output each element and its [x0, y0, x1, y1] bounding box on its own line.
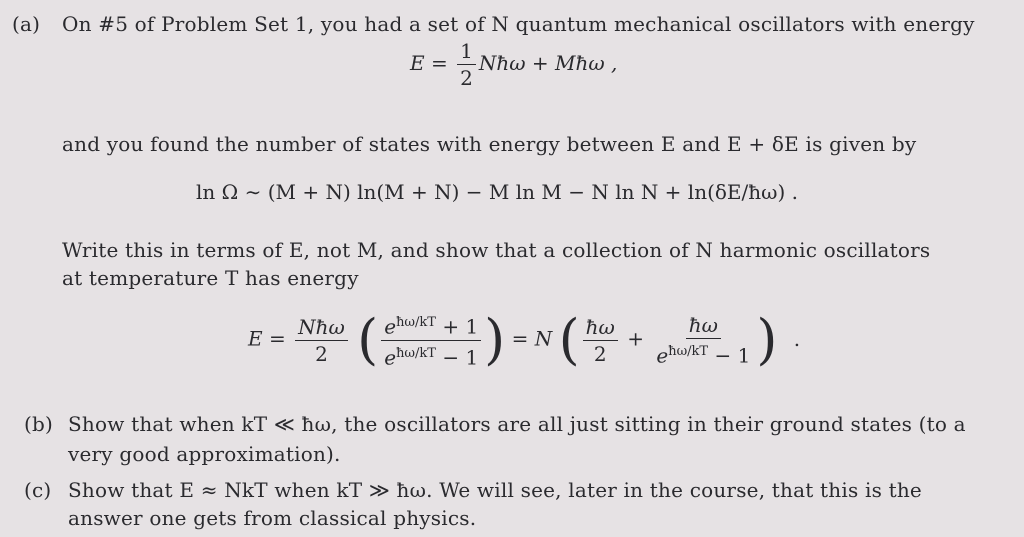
part-a-line1: On #5 of Problem Set 1, you had a set of… — [62, 12, 975, 36]
part-c-line1: Show that E ≈ NkT when kT ≫ ħω. We will … — [68, 478, 922, 502]
part-a-label: (a) — [12, 12, 41, 36]
eq3-f4-den: − 1 — [714, 343, 751, 368]
eq3-end: . — [793, 326, 801, 351]
part-c-line2: answer one gets from classical physics. — [68, 506, 477, 530]
eq3-exp: ħω/kT — [396, 345, 436, 361]
eq3-f2-num: + 1 — [442, 314, 479, 339]
eq3-f4-num: ħω — [685, 312, 721, 339]
eq-rest: Nħω + Mħω , — [478, 51, 618, 75]
eq3-plus: + — [627, 326, 644, 351]
eq-num: 1 — [457, 38, 476, 65]
part-a-line4: at temperature T has energy — [62, 266, 359, 290]
eq3-exp: ħω/kT — [396, 315, 436, 330]
eq3-f3-den: 2 — [593, 341, 607, 366]
part-b-label: (b) — [24, 412, 54, 436]
part-a-line2: and you found the number of states with … — [62, 132, 917, 156]
eq-den: 2 — [460, 66, 473, 90]
eq-lhs: E = — [410, 51, 448, 75]
eq3-mid: = N — [511, 326, 553, 351]
eq3-exp: ħω/kT — [668, 343, 709, 359]
eq3-f3-num: ħω — [582, 314, 618, 341]
part-b-line1: Show that when kT ≪ ħω, the oscillators … — [68, 412, 966, 436]
eq3-f1-den: 2 — [315, 341, 328, 366]
entropy-equation: ln Ω ∼ (M + N) ln(M + N) − M ln M − N ln… — [196, 180, 798, 204]
part-a-line3: Write this in terms of E, not M, and sho… — [62, 238, 931, 262]
part-b-line2: very good approximation). — [68, 442, 341, 466]
energy-equation: E = 1 2 Nħω + Mħω , — [410, 38, 617, 91]
eq3-f1-num: Nħω — [295, 314, 348, 341]
oscillator-energy-equation: E = Nħω 2 (eħω/kT + 1 eħω/kT − 1) = N (ħω 2… — [248, 308, 801, 372]
part-c-label: (c) — [24, 478, 52, 502]
eq3-f2-den: − 1 — [442, 345, 479, 370]
eq3-lhs: E = — [248, 326, 286, 351]
